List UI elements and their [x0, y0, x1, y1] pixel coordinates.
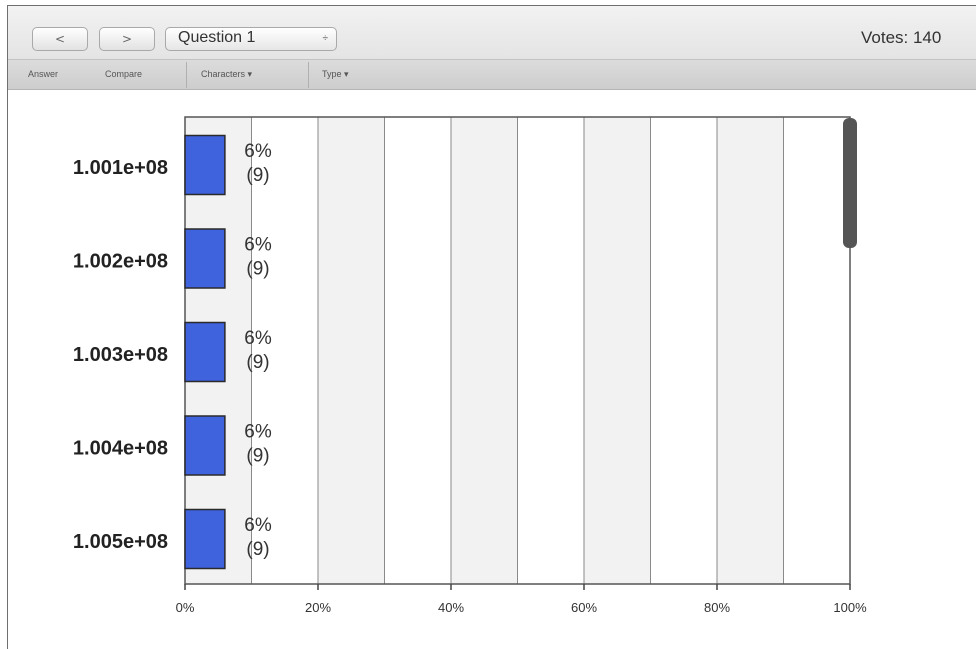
grid-band: [650, 117, 717, 584]
bar[interactable]: [184, 321, 226, 383]
data-label-count: (9): [246, 259, 269, 280]
divider: [186, 62, 187, 88]
grid-band: [517, 117, 584, 584]
question-select[interactable]: Question 1 ÷: [165, 27, 337, 51]
bar[interactable]: [184, 228, 226, 289]
data-label-percent: 6%: [244, 422, 272, 443]
data-label-percent: 6%: [244, 515, 272, 536]
data-label-count: (9): [246, 352, 269, 373]
question-select-value: Question 1: [178, 29, 256, 46]
x-tick-label: 40%: [438, 600, 464, 615]
type-dropdown[interactable]: Type ▾: [322, 69, 349, 79]
back-button[interactable]: <: [32, 27, 88, 51]
grid-band: [251, 117, 318, 584]
data-label-percent: 6%: [244, 328, 272, 349]
compare-tab[interactable]: Compare: [105, 69, 143, 79]
divider: [308, 62, 309, 88]
bar[interactable]: [184, 508, 226, 570]
category-label: 1.002e+08: [73, 251, 168, 273]
grid-band: [717, 117, 784, 584]
answer-tab[interactable]: Answer: [28, 69, 59, 79]
bar[interactable]: [184, 134, 226, 196]
data-label-count: (9): [246, 539, 269, 560]
category-label: 1.005e+08: [73, 531, 168, 553]
grid-band: [384, 117, 451, 584]
x-tick-label: 60%: [571, 600, 597, 615]
bar[interactable]: [184, 415, 226, 476]
grid-band: [451, 117, 518, 584]
x-tick-label: 20%: [305, 600, 331, 615]
forward-button[interactable]: >: [99, 27, 155, 51]
category-label: 1.004e+08: [73, 438, 168, 460]
votes-count: Votes: 140: [861, 28, 942, 47]
grid-band: [783, 117, 850, 584]
view-options-bar: Answer Compare Characters ▾ Type ▾: [8, 60, 976, 90]
characters-dropdown[interactable]: Characters ▾: [201, 69, 253, 79]
data-label-count: (9): [246, 446, 269, 467]
x-tick-label: 100%: [833, 600, 867, 615]
x-tick-label: 0%: [176, 600, 195, 615]
scrollbar-thumb[interactable]: [843, 118, 857, 248]
toolbar: < > Question 1 ÷ Votes: 140: [8, 6, 976, 60]
select-arrows-icon: ÷: [322, 33, 329, 44]
window-frame: [7, 5, 976, 649]
data-label-percent: 6%: [244, 141, 272, 162]
category-label: 1.003e+08: [73, 344, 168, 366]
grid-band: [584, 117, 651, 584]
grid-band: [318, 117, 385, 584]
data-label-percent: 6%: [244, 235, 272, 256]
category-label: 1.001e+08: [73, 157, 168, 179]
x-tick-label: 80%: [704, 600, 730, 615]
data-label-count: (9): [246, 165, 269, 186]
